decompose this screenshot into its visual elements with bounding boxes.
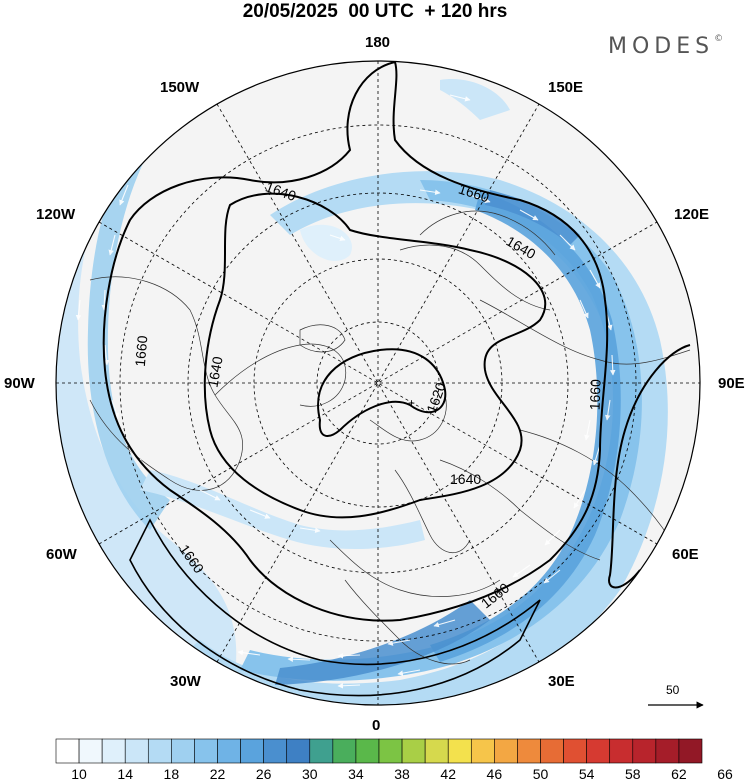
colorbar-swatch [586, 738, 611, 764]
lon-label-90e: 90E [718, 375, 745, 392]
map-border [55, 60, 701, 706]
colorbar-tick-label: 14 [117, 766, 133, 782]
colorbar-swatch [217, 738, 241, 764]
colorbar-tick-label: 10 [71, 766, 87, 782]
colorbar-swatch [263, 738, 288, 764]
height-contours [102, 61, 691, 697]
colorbar-swatch [540, 738, 564, 764]
colorbar-tick-label: 30 [301, 766, 318, 782]
colorbar-swatch [286, 738, 311, 764]
colorbar-swatch [494, 738, 518, 764]
colorbar-swatch [470, 738, 495, 764]
lon-label-60w: 60W [46, 546, 77, 563]
map-title: 20/05/2025 00 UTC + 120 hrs [242, 1, 508, 22]
colorbar-swatch [355, 738, 380, 764]
colorbar-tick-label: 46 [486, 766, 503, 782]
lon-label-120e: 120E [674, 206, 710, 223]
colorbar-tick-label: 34 [348, 766, 364, 782]
colorbar-tick-label: 38 [394, 766, 410, 782]
colorbar-swatch [378, 738, 403, 764]
colorbar-tick-label: 22 [209, 766, 226, 782]
pole-marker: + [408, 396, 415, 410]
colorbar-swatch [55, 738, 80, 764]
modes-logo: MODES© [608, 34, 723, 59]
colorbar-swatch [78, 738, 103, 764]
colorbar-swatch [332, 738, 357, 764]
colorbar-swatch [309, 738, 334, 764]
lon-label-150e: 150E [548, 79, 584, 96]
colorbar [55, 738, 703, 764]
colorbar-tick-label: 50 [532, 766, 549, 782]
contour-label-1640-c: 1640 [204, 355, 225, 389]
lon-label-150w: 150W [160, 79, 200, 96]
lon-label-30w: 30W [170, 673, 201, 690]
colorbar-swatch [517, 738, 541, 764]
lon-label-180: 180 [365, 34, 391, 51]
contour-label-1640-d: 1640 [450, 471, 481, 487]
colorbar-swatch [632, 738, 657, 764]
colorbar-swatch [655, 738, 680, 764]
colorbar-tick-label: 18 [163, 766, 180, 782]
colorbar-tick-label: 42 [440, 766, 456, 782]
colorbar-swatch [124, 738, 149, 764]
colorbar-tick-label: 54 [578, 766, 595, 782]
lon-label-0: 0 [372, 717, 381, 734]
brand-text: MODES [608, 34, 715, 59]
colorbar-swatch [401, 738, 426, 764]
lon-label-30e: 30E [548, 673, 575, 690]
colorbar-swatch [194, 738, 218, 764]
contour-label-1660-c: 1660 [587, 379, 604, 411]
lon-label-60e: 60E [672, 546, 699, 563]
colorbar-swatch [171, 738, 195, 764]
colorbar-swatch [609, 738, 634, 764]
lon-label-120w: 120W [36, 206, 76, 223]
colorbar-swatch [424, 738, 449, 764]
colorbar-swatch [678, 738, 703, 764]
wind-reference-label: 50 [666, 683, 680, 697]
colorbar-swatch [147, 738, 172, 764]
copyright-mark: © [714, 34, 724, 44]
colorbar-swatch [563, 738, 587, 764]
contour-label-1660-b: 1660 [132, 335, 151, 368]
colorbar-tick-label: 66 [717, 766, 733, 782]
colorbar-swatch [447, 738, 472, 764]
colorbar-tick-label: 62 [671, 766, 687, 782]
colorbar-tick-label: 26 [255, 766, 272, 782]
wind-vectors [75, 94, 616, 689]
graticule [56, 61, 700, 705]
colorbar-swatch [101, 738, 126, 764]
colorbar-swatch [240, 738, 264, 764]
lon-label-90w: 90W [4, 375, 35, 392]
colorbar-tick-label: 58 [624, 766, 641, 782]
